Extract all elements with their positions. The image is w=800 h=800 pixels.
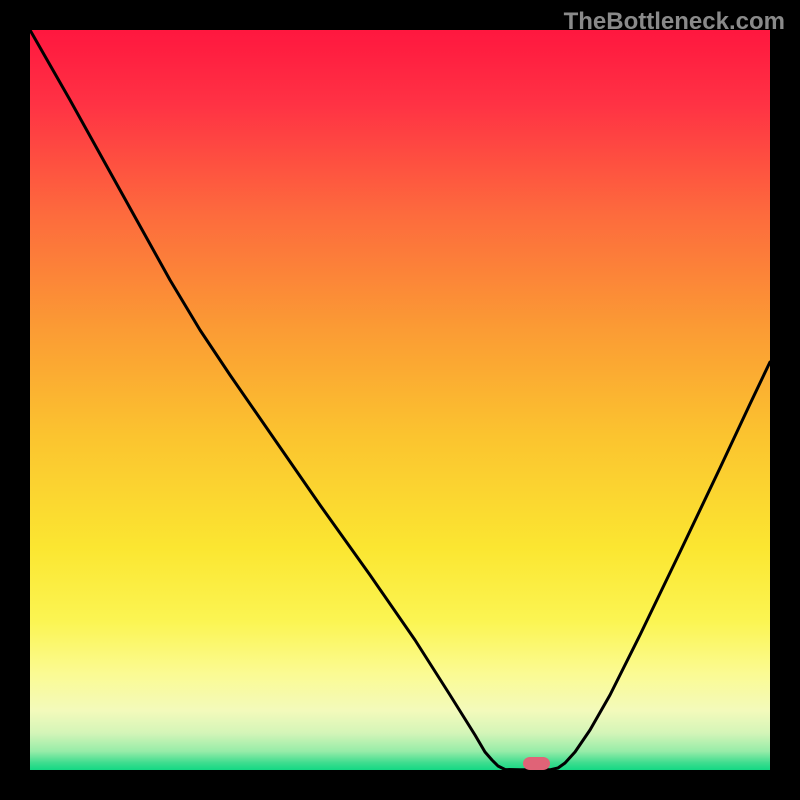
plot-svg xyxy=(0,0,800,800)
chart-stage: TheBottleneck.com xyxy=(0,0,800,800)
optimum-marker xyxy=(523,757,550,770)
watermark-text: TheBottleneck.com xyxy=(564,8,785,36)
plot-background xyxy=(30,30,770,770)
